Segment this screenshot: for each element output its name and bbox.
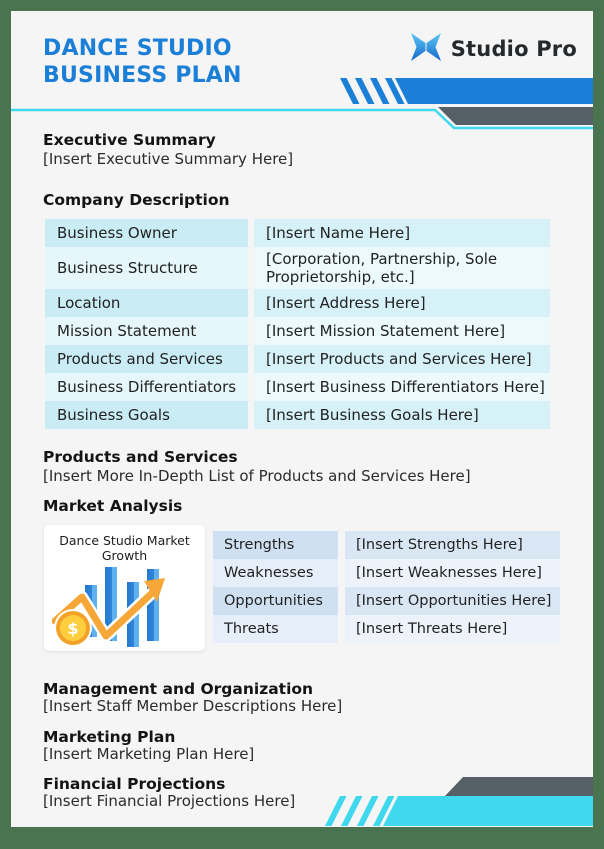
table-row: Business Goals [Insert Business Goals He… (45, 401, 550, 429)
row-label: Business Structure (45, 247, 248, 289)
row-value: [Insert Name Here] (254, 219, 550, 247)
growth-chart-icon: $ (52, 567, 165, 647)
market-growth-image: Dance Studio Market Growth (44, 525, 205, 651)
dollar-icon: $ (67, 619, 78, 638)
table-row: Mission Statement [Insert Mission Statem… (45, 317, 550, 345)
financial-heading: Financial Projections (43, 775, 226, 793)
row-label: Business Goals (45, 401, 248, 429)
swot-row: Weaknesses [Insert Weaknesses Here] (213, 559, 560, 587)
products-services-heading: Products and Services (43, 448, 238, 466)
table-row: Business Structure [Corporation, Partner… (45, 247, 550, 289)
products-services-placeholder: [Insert More In-Depth List of Products a… (43, 467, 471, 485)
market-analysis-row: Dance Studio Market Growth (44, 525, 560, 651)
document-content: Executive Summary [Insert Executive Summ… (43, 131, 560, 810)
studio-pro-logo: Studio Pro (408, 31, 577, 67)
row-label: Business Differentiators (45, 373, 248, 401)
executive-summary-heading: Executive Summary (43, 131, 216, 149)
table-row: Business Differentiators [Insert Busines… (45, 373, 550, 401)
market-analysis-heading: Market Analysis (43, 497, 183, 515)
row-label: Location (45, 289, 248, 317)
financial-placeholder: [Insert Financial Projections Here] (43, 792, 296, 810)
table-row: Location [Insert Address Here] (45, 289, 550, 317)
swot-label: Threats (213, 615, 338, 643)
table-row: Business Owner [Insert Name Here] (45, 219, 550, 247)
management-heading: Management and Organization (43, 680, 314, 698)
swot-row: Threats [Insert Threats Here] (213, 615, 560, 643)
footer-decoration (325, 777, 593, 826)
swot-label: Strengths (213, 531, 338, 559)
swot-row: Opportunities [Insert Opportunities Here… (213, 587, 560, 615)
company-description-table: Business Owner [Insert Name Here] Busine… (45, 219, 550, 429)
swot-table: Strengths [Insert Strengths Here] Weakne… (213, 531, 560, 643)
row-value: [Corporation, Partnership, Sole Propriet… (254, 247, 550, 289)
management-placeholder: [Insert Staff Member Descriptions Here] (43, 697, 343, 715)
row-label: Mission Statement (45, 317, 248, 345)
marketing-heading: Marketing Plan (43, 728, 176, 746)
executive-summary-placeholder: [Insert Executive Summary Here] (43, 150, 294, 168)
document-title-line2: BUSINESS PLAN (43, 63, 242, 88)
logo-wordmark: Studio Pro (450, 37, 577, 61)
swot-label: Opportunities (213, 587, 338, 615)
row-value: [Insert Products and Services Here] (254, 345, 550, 373)
market-growth-caption: Dance Studio Market Growth (59, 533, 190, 563)
row-label: Products and Services (45, 345, 248, 373)
swot-label: Weaknesses (213, 559, 338, 587)
swot-value: [Insert Threats Here] (345, 615, 560, 643)
studio-pro-x-icon (408, 31, 444, 67)
swot-value: [Insert Opportunities Here] (345, 587, 560, 615)
row-value: [Insert Mission Statement Here] (254, 317, 550, 345)
document-title-line1: DANCE STUDIO (43, 36, 232, 61)
row-value: [Insert Address Here] (254, 289, 550, 317)
swot-value: [Insert Strengths Here] (345, 531, 560, 559)
swot-row: Strengths [Insert Strengths Here] (213, 531, 560, 559)
document-page: DANCE STUDIO BUSINESS PLAN Studio Pro Ex… (11, 11, 593, 827)
swot-value: [Insert Weaknesses Here] (345, 559, 560, 587)
header-decoration (11, 78, 593, 130)
row-value: [Insert Business Goals Here] (254, 401, 550, 429)
company-description-heading: Company Description (43, 191, 230, 209)
row-label: Business Owner (45, 219, 248, 247)
marketing-placeholder: [Insert Marketing Plan Here] (43, 745, 255, 763)
table-row: Products and Services [Insert Products a… (45, 345, 550, 373)
row-value: [Insert Business Differentiators Here] (254, 373, 550, 401)
document-title: DANCE STUDIO BUSINESS PLAN (43, 35, 242, 89)
